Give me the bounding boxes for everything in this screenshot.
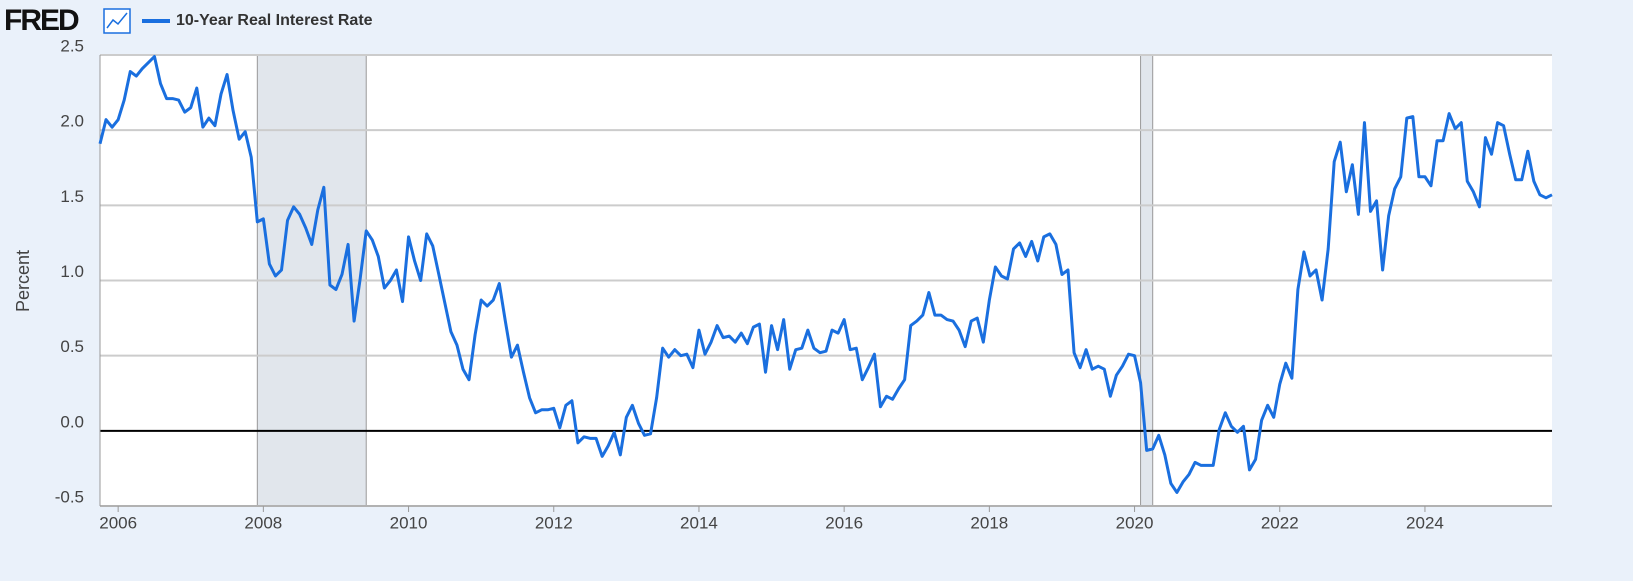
y-tick-label: 2.5 bbox=[60, 36, 84, 55]
y-tick-label: 0.0 bbox=[60, 412, 84, 431]
series-line bbox=[98, 55, 1553, 494]
x-tick-label: 2018 bbox=[970, 513, 1008, 532]
x-tick-label: 2008 bbox=[244, 513, 282, 532]
x-tick-label: 2022 bbox=[1261, 513, 1299, 532]
x-tick-label: 2024 bbox=[1406, 513, 1444, 532]
y-tick-label: 1.5 bbox=[60, 187, 84, 206]
y-tick-label: 0.5 bbox=[60, 337, 84, 356]
x-tick-label: 2014 bbox=[680, 513, 718, 532]
x-tick-label: 2016 bbox=[825, 513, 863, 532]
y-tick-label: 2.0 bbox=[60, 112, 84, 131]
chart-icon bbox=[103, 8, 131, 34]
y-axis-label: Percent bbox=[13, 250, 33, 312]
x-tick-label: 2010 bbox=[390, 513, 428, 532]
y-tick-label: -0.5 bbox=[55, 487, 84, 506]
x-tick-label: 2006 bbox=[99, 513, 137, 532]
legend-label: 10-Year Real Interest Rate bbox=[176, 12, 373, 29]
x-tick-label: 2012 bbox=[535, 513, 573, 532]
logo: FRED bbox=[4, 4, 79, 37]
y-tick-label: 1.0 bbox=[60, 262, 84, 281]
x-tick-label: 2020 bbox=[1116, 513, 1154, 532]
